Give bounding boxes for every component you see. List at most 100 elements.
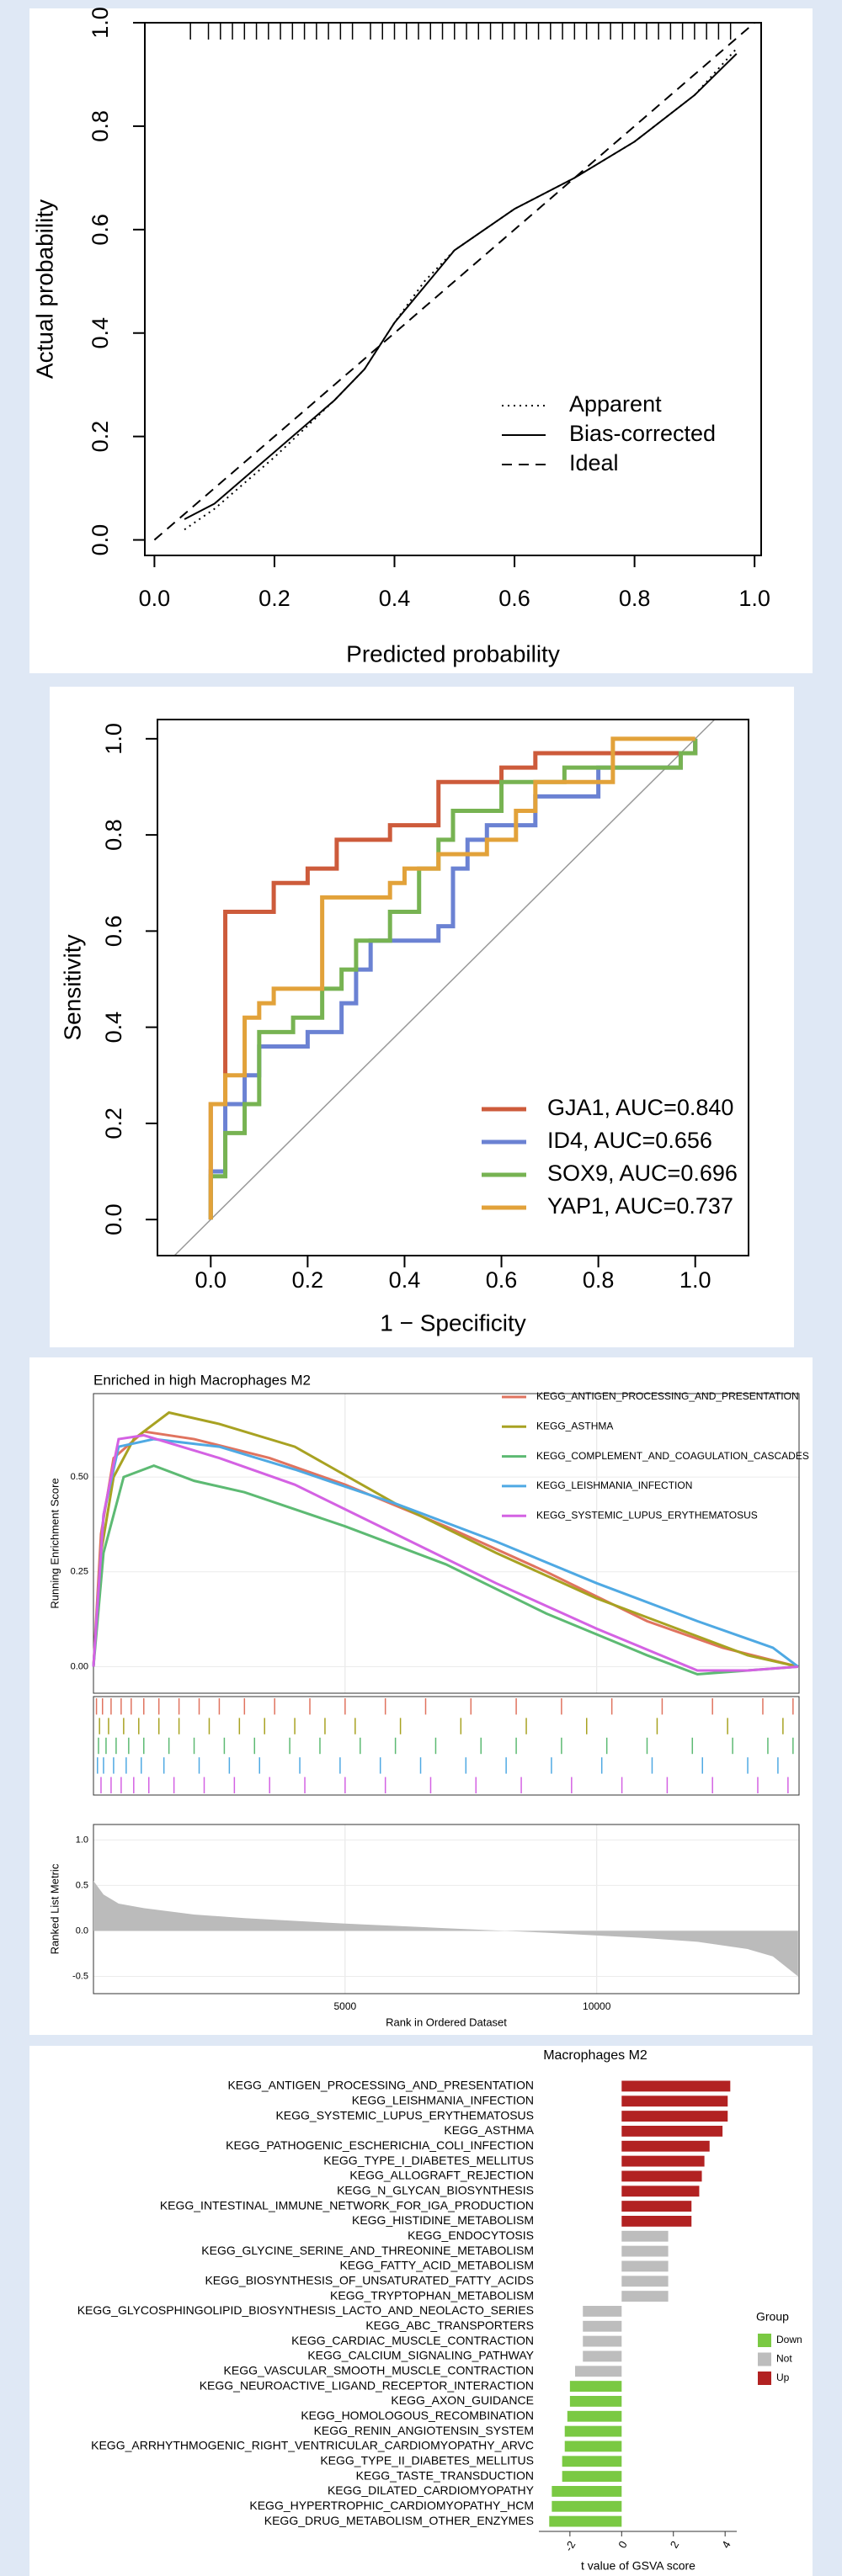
x-axis-label: Predicted probability (346, 640, 560, 667)
category-label: KEGG_ARRHYTHMOGENIC_RIGHT_VENTRICULAR_CA… (91, 2439, 534, 2452)
y-tick-label: 0.00 (71, 1661, 88, 1671)
category-label: KEGG_GLYCOSPHINGOLIPID_BIOSYNTHESIS_LACT… (77, 2303, 534, 2317)
y-tick-label: 0.8 (88, 110, 113, 142)
legend-label: YAP1, AUC=0.737 (547, 1193, 733, 1219)
y-tick-label: 0.4 (88, 317, 113, 349)
series-line (153, 22, 755, 541)
x-tick-label: 0.2 (258, 586, 290, 611)
legend-label: KEGG_LEISHMANIA_INFECTION (536, 1479, 692, 1491)
x-tick-label: 0.0 (139, 586, 171, 611)
y-tick-label: -0.5 (72, 1971, 88, 1981)
category-label: KEGG_PATHOGENIC_ESCHERICHIA_COLI_INFECTI… (226, 2138, 534, 2152)
es-line (92, 1464, 798, 1676)
bar (621, 2126, 723, 2137)
y-tick-label: 0.8 (101, 819, 126, 851)
y-tick-label: 0.0 (76, 1925, 88, 1936)
x-tick-label: 0.8 (619, 586, 651, 611)
category-label: KEGG_NEUROACTIVE_LIGAND_RECEPTOR_INTERAC… (200, 2378, 534, 2392)
bar (621, 2140, 710, 2152)
category-label: KEGG_HOMOLOGOUS_RECOMBINATION (301, 2409, 534, 2422)
bar (569, 2381, 622, 2392)
y-tick-label: 1.0 (76, 1835, 88, 1845)
x-tick-label: 0.4 (389, 1267, 421, 1293)
y-tick-label: 1.0 (88, 7, 113, 39)
legend-label: KEGG_SYSTEMIC_LUPUS_ERYTHEMATOSUS (536, 1509, 758, 1521)
series-line (208, 736, 695, 1220)
legend-label: ID4, AUC=0.656 (547, 1128, 712, 1153)
legend-swatch (758, 2372, 771, 2385)
panel (29, 8, 813, 673)
panel-frame (93, 1393, 800, 1694)
bar (621, 2276, 669, 2287)
bar (621, 2260, 669, 2272)
y-tick-label: 0.5 (76, 1880, 88, 1890)
x-tick-label: 1.0 (679, 1267, 711, 1293)
y-tick-label: 0.25 (71, 1567, 88, 1577)
x-tick-label: 0.4 (379, 586, 411, 611)
x-tick-label: 5000 (334, 2000, 357, 2012)
legend-label: GJA1, AUC=0.840 (547, 1095, 733, 1120)
legend-label: Not (776, 2353, 792, 2365)
legend-label: Bias-corrected (569, 421, 716, 446)
category-label: KEGG_CARDIAC_MUSCLE_CONTRACTION (291, 2334, 534, 2347)
category-label: KEGG_ALLOGRAFT_REJECTION (349, 2169, 534, 2182)
x-tick-label: 1.0 (738, 586, 770, 611)
series-line (208, 738, 698, 1220)
metric-area (93, 1881, 798, 1977)
bar (569, 2396, 622, 2407)
category-label: KEGG_TRYPTOPHAN_METABOLISM (330, 2288, 534, 2302)
bar (621, 2291, 669, 2302)
category-label: KEGG_INTESTINAL_IMMUNE_NETWORK_FOR_IGA_P… (160, 2198, 534, 2212)
bar (621, 2170, 702, 2182)
y-tick-label: 0.0 (101, 1203, 126, 1235)
bar (621, 2230, 669, 2242)
y-axis-label: Running Enrichment Score (48, 1478, 61, 1608)
bar (567, 2410, 622, 2422)
y-tick-label: 0.2 (101, 1107, 126, 1139)
category-label: KEGG_RENIN_ANGIOTENSIN_SYSTEM (314, 2424, 534, 2437)
y-tick-label: 0.6 (101, 916, 126, 948)
y-tick-label: 0.0 (88, 524, 113, 556)
category-label: KEGG_GLYCINE_SERINE_AND_THREONINE_METABO… (201, 2244, 534, 2257)
legend-swatch (758, 2334, 771, 2347)
bar (621, 2155, 705, 2167)
series-line (184, 53, 738, 520)
category-label: KEGG_TYPE_I_DIABETES_MELLITUS (323, 2154, 534, 2167)
bar (621, 2245, 669, 2257)
y-tick-label: 0.4 (101, 1012, 126, 1044)
legend-label: Apparent (569, 391, 662, 417)
es-line (92, 1410, 799, 1668)
y-tick-label: 0.50 (71, 1472, 88, 1482)
es-line (92, 1434, 798, 1672)
bar (583, 2306, 622, 2317)
category-label: KEGG_ASTHMA (444, 2123, 534, 2137)
legend-label: Up (776, 2372, 790, 2383)
category-label: KEGG_HYPERTROPHIC_CARDIOMYOPATHY_HCM (249, 2499, 534, 2512)
category-label: KEGG_DRUG_METABOLISM_OTHER_ENZYMES (264, 2514, 534, 2527)
category-label: KEGG_HISTIDINE_METABOLISM (352, 2213, 534, 2227)
category-label: KEGG_ENDOCYTOSIS (408, 2228, 534, 2242)
chart-title: Macrophages M2 (543, 2048, 647, 2063)
bar (621, 2111, 728, 2122)
y-tick-label: 0.2 (88, 421, 113, 453)
x-tick-label: 0.0 (195, 1267, 227, 1293)
legend-label: KEGG_COMPLEMENT_AND_COAGULATION_CASCADES (536, 1450, 809, 1462)
x-axis-label: 1 − Specificity (380, 1309, 526, 1336)
bar (552, 2500, 622, 2512)
y-tick-label: 1.0 (101, 723, 126, 755)
x-axis-label: Rank in Ordered Dataset (386, 2016, 507, 2028)
series-line (208, 738, 698, 1220)
x-axis-label: t value of GSVA score (581, 2559, 695, 2573)
bar (583, 2335, 622, 2347)
category-label: KEGG_ABC_TRANSPORTERS (365, 2318, 534, 2332)
category-label: KEGG_BIOSYNTHESIS_OF_UNSATURATED_FATTY_A… (205, 2273, 534, 2287)
bar (549, 2515, 622, 2527)
category-label: KEGG_AXON_GUIDANCE (391, 2393, 534, 2407)
plot-frame (144, 22, 762, 556)
bar (564, 2425, 622, 2437)
category-label: KEGG_LEISHMANIA_INFECTION (352, 2093, 534, 2106)
x-tick-label: 0.6 (498, 586, 530, 611)
category-label: KEGG_TYPE_II_DIABETES_MELLITUS (320, 2453, 534, 2467)
